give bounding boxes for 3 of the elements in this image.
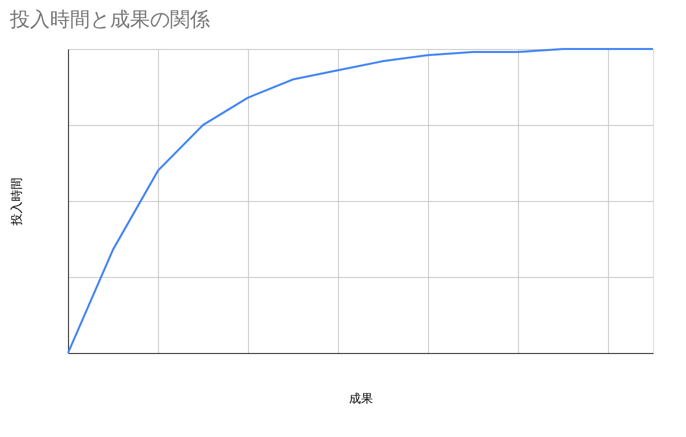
chart-title: 投入時間と成果の関係	[9, 7, 210, 31]
x-axis-title: 成果	[349, 392, 373, 406]
y-axis-title: 投入時間	[10, 178, 24, 226]
